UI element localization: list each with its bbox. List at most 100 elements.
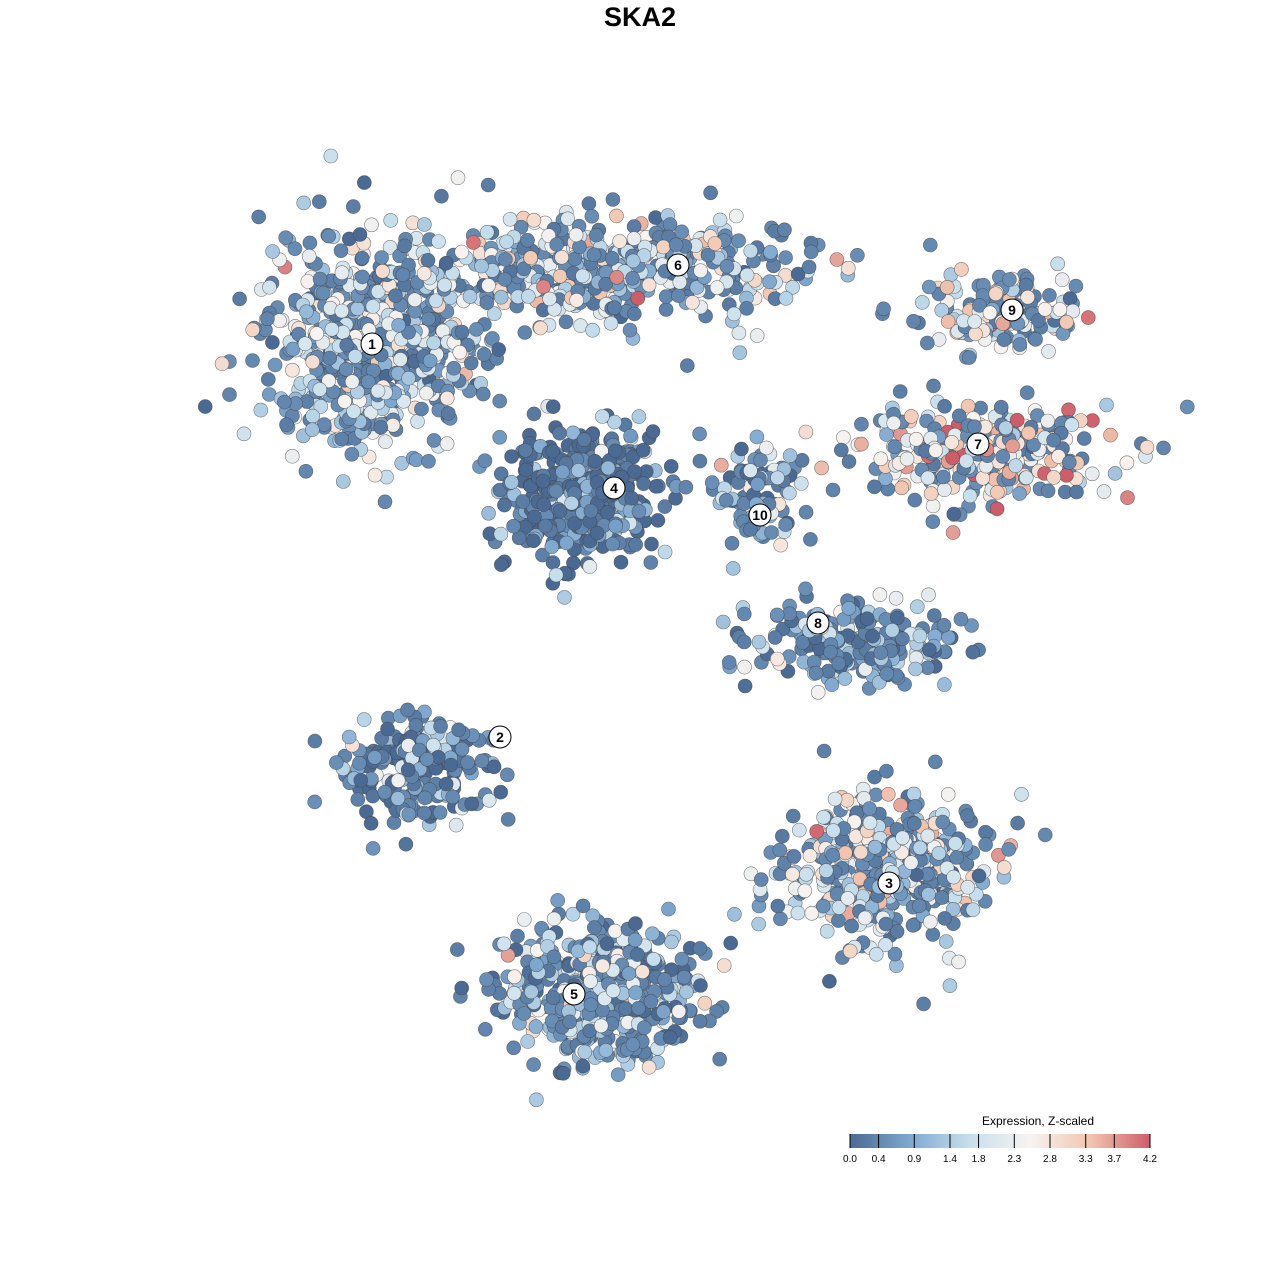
cell-point <box>905 917 921 933</box>
cell-point <box>481 505 496 521</box>
cell-point <box>312 271 328 287</box>
cell-point <box>996 860 1012 875</box>
cell-point <box>535 473 551 489</box>
cell-point <box>607 300 622 316</box>
cell-point <box>713 457 729 473</box>
cell-point <box>1018 277 1034 293</box>
cell-point <box>605 536 621 552</box>
cell-point <box>631 1000 646 1016</box>
cell-point <box>936 617 952 633</box>
cell-point <box>479 295 495 311</box>
cell-point <box>245 322 260 338</box>
cell-point <box>960 808 975 824</box>
cell-point <box>793 476 809 491</box>
legend-tick-label: 0.9 <box>907 1154 921 1165</box>
cell-point <box>535 547 550 563</box>
cell-point <box>312 382 328 397</box>
cell-point <box>925 498 941 514</box>
cell-point <box>782 606 798 622</box>
cell-point <box>622 322 638 338</box>
cell-point <box>953 611 969 627</box>
cell-point <box>298 463 314 479</box>
cell-point <box>486 759 502 775</box>
cell-point <box>557 590 572 605</box>
cell-point <box>880 786 896 802</box>
cell-point <box>822 973 837 989</box>
cell-point <box>824 677 840 693</box>
cell-point <box>678 479 694 495</box>
cell-point <box>1052 302 1068 317</box>
cell-point <box>1021 425 1036 441</box>
cell-point <box>878 916 894 932</box>
cell-point <box>386 815 402 830</box>
cell-point <box>422 353 438 369</box>
legend-tick-label: 1.4 <box>943 1154 957 1165</box>
cell-point <box>1019 385 1035 401</box>
cell-point <box>454 324 470 340</box>
cell-point <box>499 767 515 783</box>
cell-point <box>753 872 769 887</box>
cell-point <box>777 222 792 238</box>
cell-point <box>1156 440 1171 456</box>
cell-point <box>763 244 778 260</box>
legend-gradient-bar <box>850 1134 1150 1148</box>
cell-point <box>770 898 786 914</box>
cell-point <box>627 932 643 948</box>
cell-point <box>657 544 673 560</box>
cell-point <box>692 941 708 956</box>
cell-point <box>679 358 695 373</box>
cell-point <box>498 252 513 267</box>
cell-point <box>315 285 331 301</box>
cell-point <box>575 1058 591 1074</box>
cell-point <box>586 247 602 262</box>
cell-point <box>433 719 448 734</box>
cell-point <box>474 258 489 274</box>
cell-point <box>338 361 354 377</box>
cell-point <box>947 836 963 851</box>
cell-point <box>552 425 567 441</box>
cell-point <box>662 1030 678 1045</box>
cell-point <box>516 1006 532 1021</box>
cell-point <box>419 385 434 401</box>
cell-point <box>518 443 533 458</box>
cell-point <box>382 240 398 255</box>
cell-point <box>630 290 646 306</box>
cell-point <box>1002 272 1017 287</box>
cell-point <box>672 274 688 290</box>
cell-point <box>919 335 935 351</box>
cluster-label-text: 1 <box>368 336 376 352</box>
cell-point <box>736 606 752 622</box>
cell-point <box>236 426 252 442</box>
cell-point <box>836 430 851 445</box>
cluster-label-text: 7 <box>974 436 982 452</box>
cell-point <box>628 916 643 931</box>
cell-point <box>1084 466 1100 482</box>
cell-point <box>355 269 370 285</box>
cell-point <box>903 855 919 870</box>
cell-point <box>360 374 376 390</box>
cell-point <box>630 947 645 962</box>
cell-point <box>395 267 411 283</box>
cell-point <box>945 901 961 917</box>
cell-point <box>1139 439 1155 455</box>
cell-point <box>816 743 832 759</box>
cell-point <box>296 195 312 211</box>
cell-point <box>600 460 616 476</box>
cell-point <box>584 209 600 224</box>
cell-point <box>1040 483 1056 499</box>
cell-point <box>537 518 553 534</box>
cell-point <box>798 424 814 440</box>
cell-point <box>528 1019 544 1034</box>
cell-point <box>1037 301 1053 317</box>
cell-point <box>1008 458 1023 474</box>
cell-point <box>715 614 731 630</box>
cell-point <box>1081 310 1096 325</box>
cell-point <box>693 978 708 993</box>
cell-point <box>328 755 344 770</box>
cell-point <box>844 918 859 934</box>
cell-point <box>322 350 338 366</box>
cell-point <box>618 1001 633 1016</box>
cell-point <box>390 773 406 788</box>
cell-point <box>417 217 432 232</box>
cell-point <box>1037 827 1053 843</box>
